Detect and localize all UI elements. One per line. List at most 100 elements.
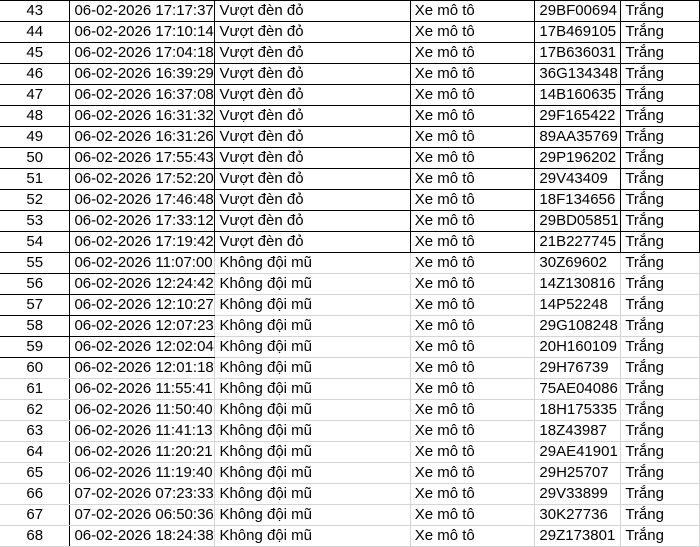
row-number-cell[interactable]: 59 [0, 336, 71, 358]
vehicle-type-cell[interactable]: Xe mô tô [409, 525, 536, 547]
timestamp-cell[interactable]: 06-02-2026 16:39:29 [69, 63, 216, 85]
timestamp-cell[interactable]: 07-02-2026 07:23:33 [69, 483, 216, 505]
violation-cell[interactable]: Không đội mũ [214, 294, 411, 316]
plate-color-cell[interactable]: Trắng [620, 21, 700, 43]
license-plate-cell[interactable]: 18Z43987 [534, 420, 622, 442]
plate-color-cell[interactable]: Trắng [620, 126, 700, 148]
violation-cell[interactable]: Vượt đèn đỏ [214, 231, 411, 253]
row-number-cell[interactable]: 58 [0, 315, 71, 337]
violation-cell[interactable]: Không đội mũ [214, 441, 411, 463]
plate-color-cell[interactable]: Trắng [620, 483, 700, 505]
plate-color-cell[interactable]: Trắng [620, 462, 700, 484]
row-number-cell[interactable]: 53 [0, 210, 71, 232]
timestamp-cell[interactable]: 06-02-2026 17:46:48 [69, 189, 216, 211]
license-plate-cell[interactable]: 89AA35769 [534, 126, 622, 148]
violation-cell[interactable]: Không đội mũ [214, 525, 411, 547]
timestamp-cell[interactable]: 06-02-2026 11:50:40 [69, 399, 216, 421]
plate-color-cell[interactable]: Trắng [620, 399, 700, 421]
license-plate-cell[interactable]: 29F165422 [534, 105, 622, 127]
timestamp-cell[interactable]: 06-02-2026 16:31:32 [69, 105, 216, 127]
license-plate-cell[interactable]: 29BD05851 [534, 210, 622, 232]
row-number-cell[interactable]: 50 [0, 147, 71, 169]
timestamp-cell[interactable]: 06-02-2026 11:55:41 [69, 378, 216, 400]
timestamp-cell[interactable]: 06-02-2026 18:24:38 [69, 525, 216, 547]
violation-cell[interactable]: Vượt đèn đỏ [214, 84, 411, 106]
license-plate-cell[interactable]: 29P196202 [534, 147, 622, 169]
vehicle-type-cell[interactable]: Xe mô tô [409, 357, 536, 379]
row-number-cell[interactable]: 66 [0, 483, 71, 505]
row-number-cell[interactable]: 47 [0, 84, 71, 106]
violation-cell[interactable]: Vượt đèn đỏ [214, 0, 411, 22]
vehicle-type-cell[interactable]: Xe mô tô [409, 336, 536, 358]
license-plate-cell[interactable]: 29H76739 [534, 357, 622, 379]
timestamp-cell[interactable]: 06-02-2026 12:10:27 [69, 294, 216, 316]
violation-cell[interactable]: Vượt đèn đỏ [214, 168, 411, 190]
license-plate-cell[interactable]: 30Z69602 [534, 252, 622, 274]
row-number-cell[interactable]: 64 [0, 441, 71, 463]
license-plate-cell[interactable]: 17B636031 [534, 42, 622, 64]
row-number-cell[interactable]: 63 [0, 420, 71, 442]
plate-color-cell[interactable]: Trắng [620, 168, 700, 190]
license-plate-cell[interactable]: 14Z130816 [534, 273, 622, 295]
timestamp-cell[interactable]: 06-02-2026 17:52:20 [69, 168, 216, 190]
plate-color-cell[interactable]: Trắng [620, 294, 700, 316]
vehicle-type-cell[interactable]: Xe mô tô [409, 21, 536, 43]
plate-color-cell[interactable]: Trắng [620, 105, 700, 127]
plate-color-cell[interactable]: Trắng [620, 147, 700, 169]
row-number-cell[interactable]: 62 [0, 399, 71, 421]
row-number-cell[interactable]: 60 [0, 357, 71, 379]
row-number-cell[interactable]: 55 [0, 252, 71, 274]
violation-cell[interactable]: Vượt đèn đỏ [214, 189, 411, 211]
license-plate-cell[interactable]: 30K27736 [534, 504, 622, 526]
row-number-cell[interactable]: 61 [0, 378, 71, 400]
vehicle-type-cell[interactable]: Xe mô tô [409, 441, 536, 463]
vehicle-type-cell[interactable]: Xe mô tô [409, 126, 536, 148]
plate-color-cell[interactable]: Trắng [620, 252, 700, 274]
timestamp-cell[interactable]: 06-02-2026 12:07:23 [69, 315, 216, 337]
timestamp-cell[interactable]: 06-02-2026 11:07:00 [69, 252, 216, 274]
vehicle-type-cell[interactable]: Xe mô tô [409, 105, 536, 127]
timestamp-cell[interactable]: 06-02-2026 17:33:12 [69, 210, 216, 232]
violation-cell[interactable]: Không đội mũ [214, 378, 411, 400]
timestamp-cell[interactable]: 06-02-2026 11:20:21 [69, 441, 216, 463]
vehicle-type-cell[interactable]: Xe mô tô [409, 42, 536, 64]
row-number-cell[interactable]: 44 [0, 21, 71, 43]
vehicle-type-cell[interactable]: Xe mô tô [409, 273, 536, 295]
license-plate-cell[interactable]: 18F134656 [534, 189, 622, 211]
violation-cell[interactable]: Vượt đèn đỏ [214, 63, 411, 85]
violation-cell[interactable]: Không đội mũ [214, 504, 411, 526]
vehicle-type-cell[interactable]: Xe mô tô [409, 168, 536, 190]
plate-color-cell[interactable]: Trắng [620, 525, 700, 547]
vehicle-type-cell[interactable]: Xe mô tô [409, 504, 536, 526]
timestamp-cell[interactable]: 06-02-2026 16:37:08 [69, 84, 216, 106]
license-plate-cell[interactable]: 29Z173801 [534, 525, 622, 547]
timestamp-cell[interactable]: 06-02-2026 17:19:42 [69, 231, 216, 253]
violation-cell[interactable]: Vượt đèn đỏ [214, 21, 411, 43]
timestamp-cell[interactable]: 06-02-2026 12:02:04 [69, 336, 216, 358]
violation-cell[interactable]: Không đội mũ [214, 273, 411, 295]
row-number-cell[interactable]: 45 [0, 42, 71, 64]
violation-cell[interactable]: Không đội mũ [214, 462, 411, 484]
vehicle-type-cell[interactable]: Xe mô tô [409, 189, 536, 211]
vehicle-type-cell[interactable]: Xe mô tô [409, 378, 536, 400]
license-plate-cell[interactable]: 29AE41901 [534, 441, 622, 463]
row-number-cell[interactable]: 68 [0, 525, 71, 547]
violation-cell[interactable]: Không đội mũ [214, 357, 411, 379]
row-number-cell[interactable]: 46 [0, 63, 71, 85]
timestamp-cell[interactable]: 06-02-2026 17:55:43 [69, 147, 216, 169]
license-plate-cell[interactable]: 18H175335 [534, 399, 622, 421]
row-number-cell[interactable]: 56 [0, 273, 71, 295]
plate-color-cell[interactable]: Trắng [620, 0, 700, 22]
row-number-cell[interactable]: 52 [0, 189, 71, 211]
license-plate-cell[interactable]: 20H160109 [534, 336, 622, 358]
license-plate-cell[interactable]: 36G134348 [534, 63, 622, 85]
vehicle-type-cell[interactable]: Xe mô tô [409, 294, 536, 316]
violation-cell[interactable]: Không đội mũ [214, 336, 411, 358]
violation-cell[interactable]: Vượt đèn đỏ [214, 210, 411, 232]
timestamp-cell[interactable]: 06-02-2026 16:31:26 [69, 126, 216, 148]
vehicle-type-cell[interactable]: Xe mô tô [409, 252, 536, 274]
vehicle-type-cell[interactable]: Xe mô tô [409, 63, 536, 85]
license-plate-cell[interactable]: 29G108248 [534, 315, 622, 337]
row-number-cell[interactable]: 54 [0, 231, 71, 253]
license-plate-cell[interactable]: 21B227745 [534, 231, 622, 253]
